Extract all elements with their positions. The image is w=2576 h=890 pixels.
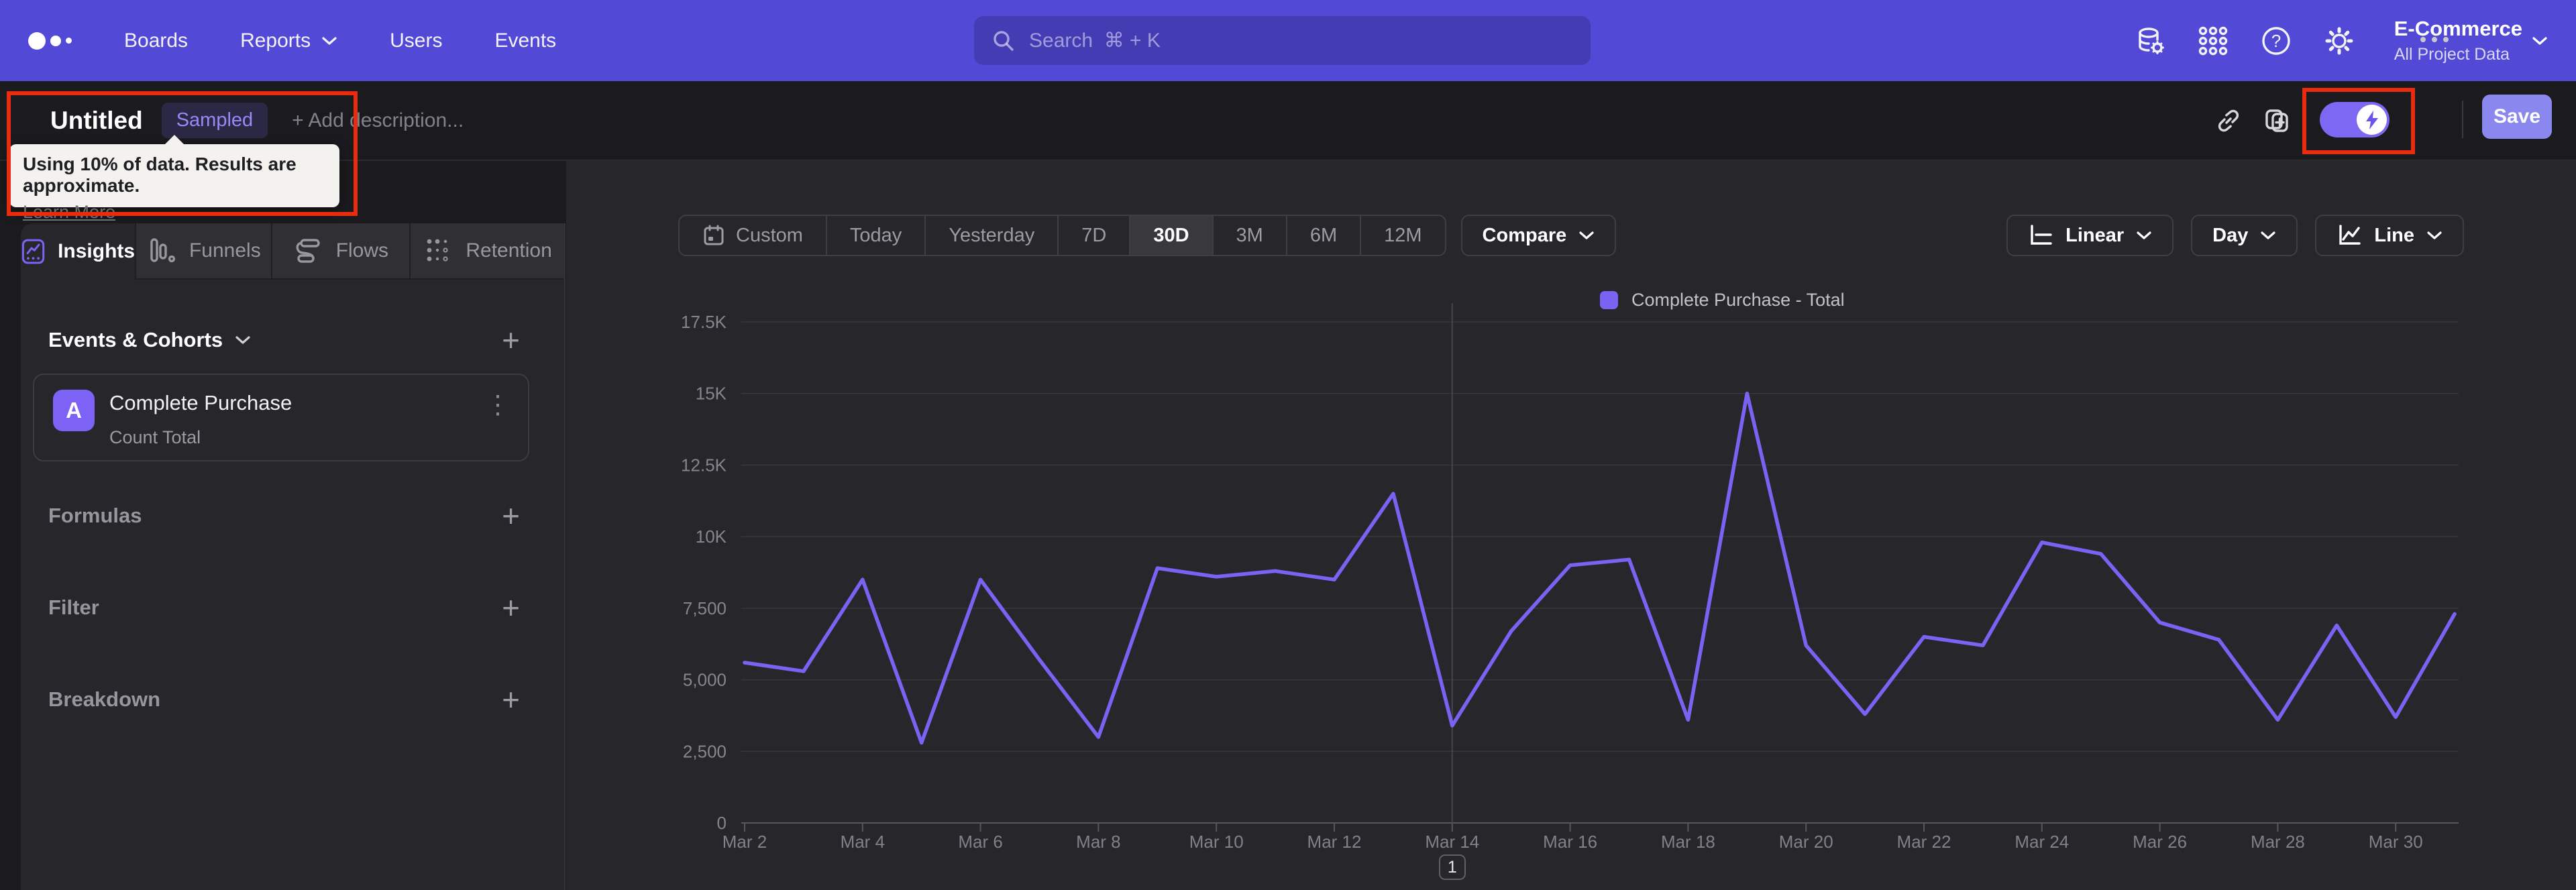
lightning-icon [2357,105,2387,135]
range-30d[interactable]: 30D [1129,216,1212,255]
legend-swatch [1600,291,1618,309]
mixpanel-logo-icon[interactable] [28,32,72,50]
chevron-down-icon [2427,231,2442,239]
tab-flows[interactable]: Flows [270,223,410,280]
report-header: Untitled Sampled + Add description... [0,81,2576,161]
sampled-badge[interactable]: Sampled [161,103,268,138]
annotation-marker[interactable]: 1 [1438,854,1466,880]
event-kebab-menu[interactable]: ⋮ [485,391,511,419]
section-filter[interactable]: Filter [48,596,99,619]
nav-item-reports[interactable]: Reports [240,30,337,52]
interval-dropdown[interactable]: Day [2191,215,2298,256]
add-formula-button[interactable]: + [502,498,520,533]
tab-label: Retention [466,239,552,262]
tab-insights[interactable]: Insights [21,223,136,280]
add-event-button[interactable]: + [502,323,520,357]
search-field[interactable] [1029,29,1573,52]
tab-label: Funnels [189,239,261,262]
chevron-down-icon [322,36,337,45]
tab-retention[interactable]: Retention [409,223,564,280]
chart-legend[interactable]: Complete Purchase - Total [1600,290,1845,311]
nav-right-cluster: ? E-Commerce All Project Data [2133,0,2576,81]
nav-item-boards[interactable]: Boards [124,29,189,52]
chevron-down-icon [2137,231,2151,239]
settings-gear-icon[interactable] [2322,23,2357,58]
section-breakdown[interactable]: Breakdown [48,687,161,711]
chevron-down-icon [2261,231,2275,239]
chevron-down-icon [1579,231,1594,239]
help-icon[interactable]: ? [2259,23,2294,58]
learn-more-link[interactable]: Learn More [23,202,116,222]
retention-icon [427,239,448,262]
event-letter-badge: A [53,390,95,431]
tab-label: Flows [335,239,389,262]
range-custom[interactable]: Custom [680,216,826,255]
chevron-down-icon [235,336,250,344]
events-cohorts-heading[interactable]: Events & Cohorts [48,328,251,352]
project-subtitle: All Project Data [2394,45,2510,64]
range-yesterday[interactable]: Yesterday [924,216,1057,255]
data-management-icon[interactable] [2133,23,2167,58]
insights-icon [21,239,45,264]
chevron-down-icon [2532,36,2547,45]
chart-panel: Custom Today Yesterday 7D 30D 3M 6M 12M … [566,161,2576,890]
sampling-toggle[interactable] [2320,102,2390,137]
range-3m[interactable]: 3M [1212,216,1286,255]
event-card[interactable]: A Complete Purchase Count Total ⋮ [33,374,529,461]
svg-text:?: ? [2271,31,2281,51]
tab-label: Insights [58,240,136,262]
save-button[interactable]: Save [2482,95,2552,139]
linear-scale-icon [2031,225,2052,245]
event-metric[interactable]: Count Total [109,427,201,447]
date-range-toolbar: Custom Today Yesterday 7D 30D 3M 6M 12M … [678,215,1617,256]
duplicate-icon[interactable] [2258,81,2296,160]
search-input[interactable] [974,16,1591,65]
query-builder-sidebar: Insights Funnels [21,223,566,890]
apps-grid-icon[interactable] [2196,23,2231,58]
tab-funnels[interactable]: Funnels [135,223,271,280]
more-options-button[interactable] [2420,0,2449,78]
range-today[interactable]: Today [825,216,924,255]
compare-button[interactable]: Compare [1460,215,1617,256]
report-title[interactable]: Untitled [50,106,143,134]
scale-dropdown[interactable]: Linear [2006,215,2174,256]
header-divider [2462,101,2463,138]
chart-display-controls: Linear Day Line [2006,215,2464,256]
calendar-icon [704,225,724,245]
nav-item-events[interactable]: Events [494,29,557,52]
search-icon [994,30,1014,51]
sampling-tooltip: Using 10% of data. Results are approxima… [9,135,339,222]
tooltip-message: Using 10% of data. Results are approxima… [23,154,297,196]
funnels-icon [150,238,176,263]
section-formulas[interactable]: Formulas [48,504,142,527]
report-tabstrip: Insights Funnels [21,223,564,280]
legend-label: Complete Purchase - Total [1631,290,1845,310]
nav-item-users[interactable]: Users [390,29,443,52]
range-7d[interactable]: 7D [1057,216,1129,255]
flows-icon [296,239,320,263]
range-6m[interactable]: 6M [1285,216,1360,255]
add-description-button[interactable]: + Add description... [292,109,464,131]
copy-link-icon[interactable] [2210,81,2247,160]
line-chart-icon [2339,225,2361,245]
event-name[interactable]: Complete Purchase [109,391,292,414]
project-switcher[interactable]: E-Commerce All Project Data [2394,17,2522,64]
range-12m[interactable]: 12M [1360,216,1444,255]
add-breakdown-button[interactable]: + [502,682,520,717]
add-filter-button[interactable]: + [502,590,520,625]
project-name: E-Commerce [2394,17,2522,40]
chart-type-dropdown[interactable]: Line [2315,215,2464,256]
top-nav: Boards Reports Users Events [0,0,2576,81]
